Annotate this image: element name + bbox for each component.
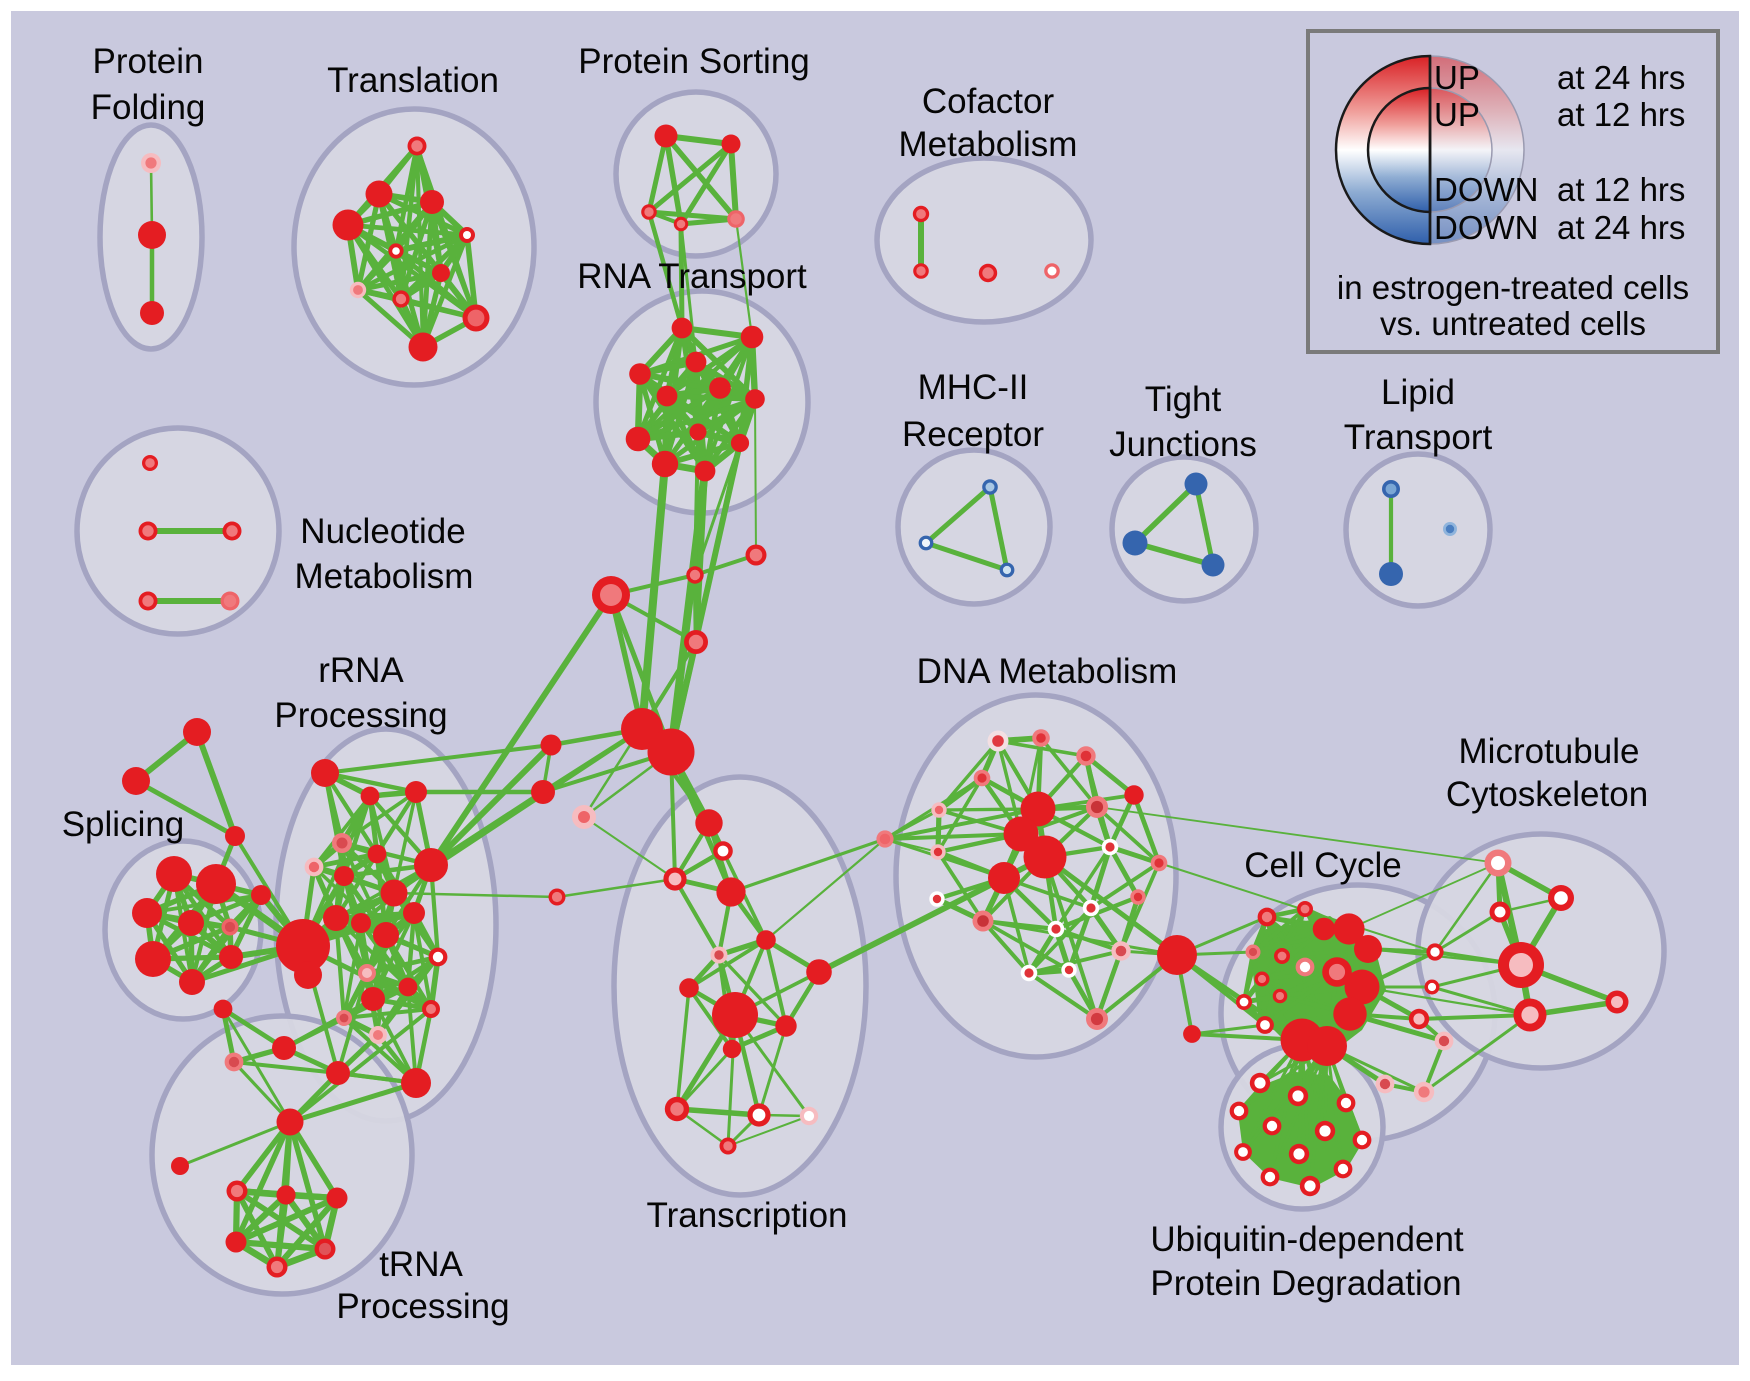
svg-text:DNA Metabolism: DNA Metabolism xyxy=(917,652,1178,691)
svg-text:Transport: Transport xyxy=(1344,418,1493,457)
svg-text:MHC-II: MHC-II xyxy=(918,368,1029,407)
svg-text:RNA Transport: RNA Transport xyxy=(577,257,807,296)
svg-text:at 24 hrs: at 24 hrs xyxy=(1557,59,1685,96)
svg-text:vs. untreated cells: vs. untreated cells xyxy=(1380,305,1646,342)
svg-text:Junctions: Junctions xyxy=(1109,425,1257,464)
svg-text:at 12 hrs: at 12 hrs xyxy=(1557,96,1685,133)
svg-text:UP: UP xyxy=(1434,96,1480,133)
svg-text:Protein Degradation: Protein Degradation xyxy=(1150,1264,1461,1303)
svg-text:Receptor: Receptor xyxy=(902,415,1044,454)
svg-text:Metabolism: Metabolism xyxy=(295,557,474,596)
svg-text:DOWN: DOWN xyxy=(1434,209,1538,246)
svg-text:Processing: Processing xyxy=(336,1287,509,1326)
svg-text:Lipid: Lipid xyxy=(1381,373,1455,412)
svg-text:UP: UP xyxy=(1434,59,1480,96)
svg-text:Cytoskeleton: Cytoskeleton xyxy=(1446,775,1648,814)
svg-text:at 24 hrs: at 24 hrs xyxy=(1557,209,1685,246)
svg-text:Protein: Protein xyxy=(93,42,204,81)
svg-text:Tight: Tight xyxy=(1145,380,1222,419)
svg-text:Translation: Translation xyxy=(327,61,499,100)
svg-text:in estrogen-treated cells: in estrogen-treated cells xyxy=(1337,269,1689,306)
svg-text:Folding: Folding xyxy=(91,88,206,127)
svg-text:Cell Cycle: Cell Cycle xyxy=(1244,846,1402,885)
svg-text:Ubiquitin-dependent: Ubiquitin-dependent xyxy=(1150,1220,1464,1259)
svg-text:Protein Sorting: Protein Sorting xyxy=(578,42,810,81)
svg-text:Transcription: Transcription xyxy=(647,1196,848,1235)
svg-text:at 12 hrs: at 12 hrs xyxy=(1557,171,1685,208)
svg-text:Processing: Processing xyxy=(274,696,447,735)
svg-text:Nucleotide: Nucleotide xyxy=(300,512,465,551)
svg-text:Cofactor: Cofactor xyxy=(922,82,1055,121)
svg-text:tRNA: tRNA xyxy=(379,1245,463,1284)
svg-text:DOWN: DOWN xyxy=(1434,171,1538,208)
svg-text:Microtubule: Microtubule xyxy=(1459,732,1640,771)
svg-text:rRNA: rRNA xyxy=(318,651,404,690)
svg-text:Splicing: Splicing xyxy=(62,805,185,844)
svg-text:Metabolism: Metabolism xyxy=(899,125,1078,164)
